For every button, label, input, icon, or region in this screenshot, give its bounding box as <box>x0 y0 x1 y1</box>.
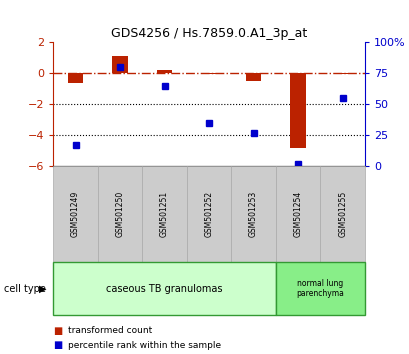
Text: GSM501252: GSM501252 <box>204 191 213 237</box>
Text: ■: ■ <box>53 326 63 336</box>
Bar <box>67 74 83 83</box>
Bar <box>112 56 128 74</box>
Bar <box>290 74 305 148</box>
Text: GSM501251: GSM501251 <box>160 191 169 237</box>
Text: GSM501255: GSM501255 <box>337 191 346 237</box>
Bar <box>245 74 261 81</box>
Text: GSM501253: GSM501253 <box>249 191 258 237</box>
Bar <box>156 70 172 74</box>
Text: caseous TB granulomas: caseous TB granulomas <box>106 284 222 293</box>
Text: GSM501249: GSM501249 <box>71 191 80 237</box>
Text: normal lung
parenchyma: normal lung parenchyma <box>296 279 344 298</box>
Text: GSM501250: GSM501250 <box>115 191 124 237</box>
Text: cell type: cell type <box>4 284 46 293</box>
Title: GDS4256 / Hs.7859.0.A1_3p_at: GDS4256 / Hs.7859.0.A1_3p_at <box>111 27 306 40</box>
Text: transformed count: transformed count <box>67 326 151 336</box>
Text: percentile rank within the sample: percentile rank within the sample <box>67 341 220 350</box>
Text: ■: ■ <box>53 340 63 350</box>
Text: ▶: ▶ <box>39 284 46 293</box>
Text: GSM501254: GSM501254 <box>293 191 302 237</box>
